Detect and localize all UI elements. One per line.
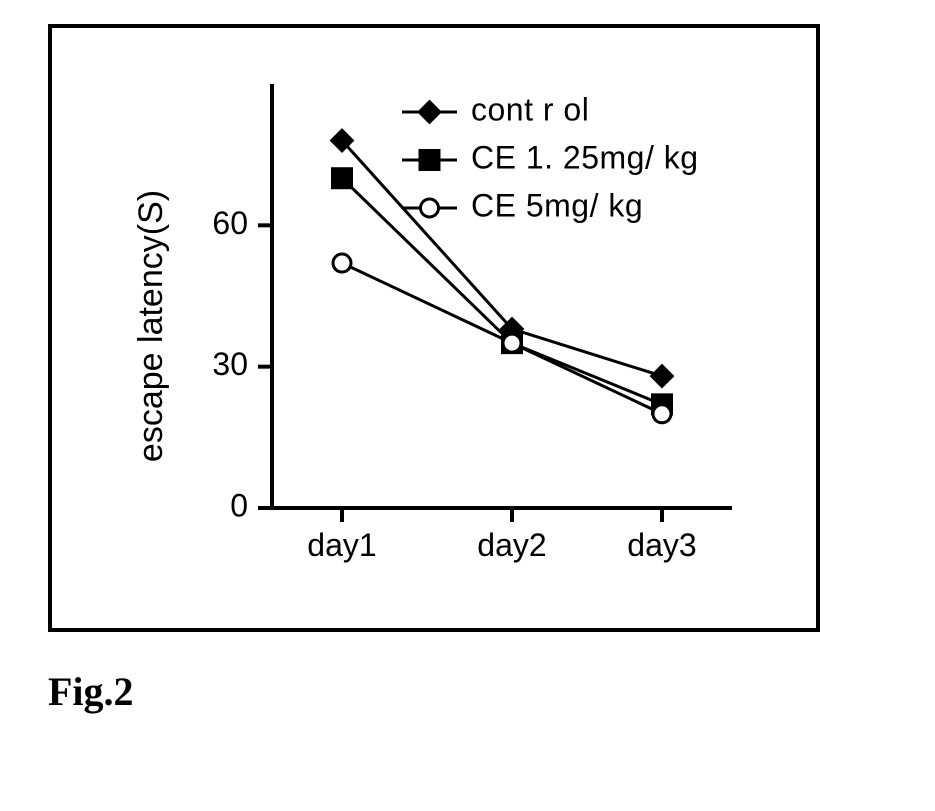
x-tick-label: day1 [307, 527, 376, 563]
figure-caption: Fig.2 [48, 668, 134, 715]
y-tick-label: 0 [230, 487, 248, 523]
page: 0 30 60 day1 day2 day3 escape latency(S) cont r… [0, 0, 935, 811]
legend-label: CE 1. 25mg/ kg [471, 139, 699, 175]
y-axis-label: escape latency(S) [132, 190, 170, 462]
legend-label: CE 5mg/ kg [471, 187, 643, 223]
line-chart: 0 30 60 day1 day2 day3 escape latency(S) cont r… [52, 28, 816, 628]
x-tick-label: day2 [477, 527, 546, 563]
y-tick-label: 30 [212, 346, 248, 382]
legend-label: cont r ol [471, 91, 589, 127]
y-tick-label: 60 [212, 205, 248, 241]
series-CE_5 [333, 254, 671, 423]
chart-frame: 0 30 60 day1 day2 day3 escape latency(S) cont r… [48, 24, 820, 632]
legend: cont r ol CE 1. 25mg/ kg CE 5mg/ kg [402, 91, 699, 223]
x-tick-label: day3 [627, 527, 696, 563]
